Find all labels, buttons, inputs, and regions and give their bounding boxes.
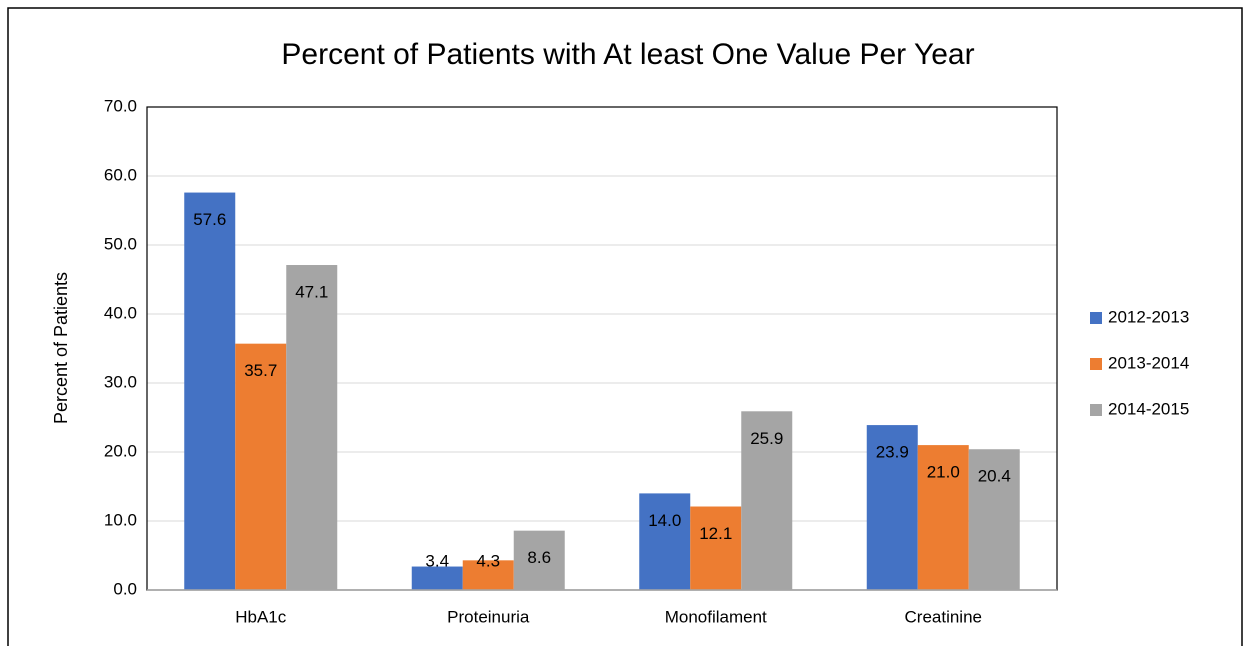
legend-label: 2014-2015 xyxy=(1108,399,1189,418)
y-tick-label: 30.0 xyxy=(104,372,137,391)
chart-title: Percent of Patients with At least One Va… xyxy=(281,38,974,71)
bar xyxy=(690,506,742,590)
x-tick-label: Proteinuria xyxy=(447,607,530,626)
data-label: 20.4 xyxy=(978,467,1011,486)
y-tick-label: 0.0 xyxy=(113,579,137,598)
bar xyxy=(462,560,514,590)
bar xyxy=(235,343,287,590)
bar xyxy=(741,411,793,590)
legend-label: 2013-2014 xyxy=(1108,353,1189,372)
y-tick-label: 70.0 xyxy=(104,96,137,115)
x-tick-label: Creatinine xyxy=(905,607,983,626)
data-label: 35.7 xyxy=(244,361,277,380)
legend-swatch xyxy=(1090,358,1102,370)
chart-border xyxy=(7,7,1243,646)
x-tick-label: Monofilament xyxy=(665,607,767,626)
data-label: 8.6 xyxy=(527,548,551,567)
y-tick-label: 40.0 xyxy=(104,303,137,322)
bar xyxy=(917,445,969,590)
bar xyxy=(639,493,691,590)
bar xyxy=(866,425,918,590)
y-tick-label: 50.0 xyxy=(104,234,137,253)
bar xyxy=(411,566,463,590)
data-label: 14.0 xyxy=(648,511,681,530)
data-label: 47.1 xyxy=(295,282,328,301)
legend-swatch xyxy=(1090,312,1102,324)
y-tick-label: 60.0 xyxy=(104,165,137,184)
data-label: 12.1 xyxy=(699,524,732,543)
bar xyxy=(184,192,236,590)
data-label: 57.6 xyxy=(193,210,226,229)
data-label: 21.0 xyxy=(927,463,960,482)
bar xyxy=(513,530,565,590)
legend-label: 2012-2013 xyxy=(1108,307,1189,326)
data-label: 4.3 xyxy=(476,551,500,570)
y-tick-label: 20.0 xyxy=(104,441,137,460)
x-tick-label: HbA1c xyxy=(235,607,287,626)
y-tick-label: 10.0 xyxy=(104,510,137,529)
bar xyxy=(286,265,338,590)
bar xyxy=(968,449,1020,590)
y-axis-label: Percent of Patients xyxy=(51,272,71,424)
data-label: 25.9 xyxy=(750,429,783,448)
legend-swatch xyxy=(1090,404,1102,416)
data-label: 23.9 xyxy=(876,443,909,462)
data-label: 3.4 xyxy=(425,551,449,570)
